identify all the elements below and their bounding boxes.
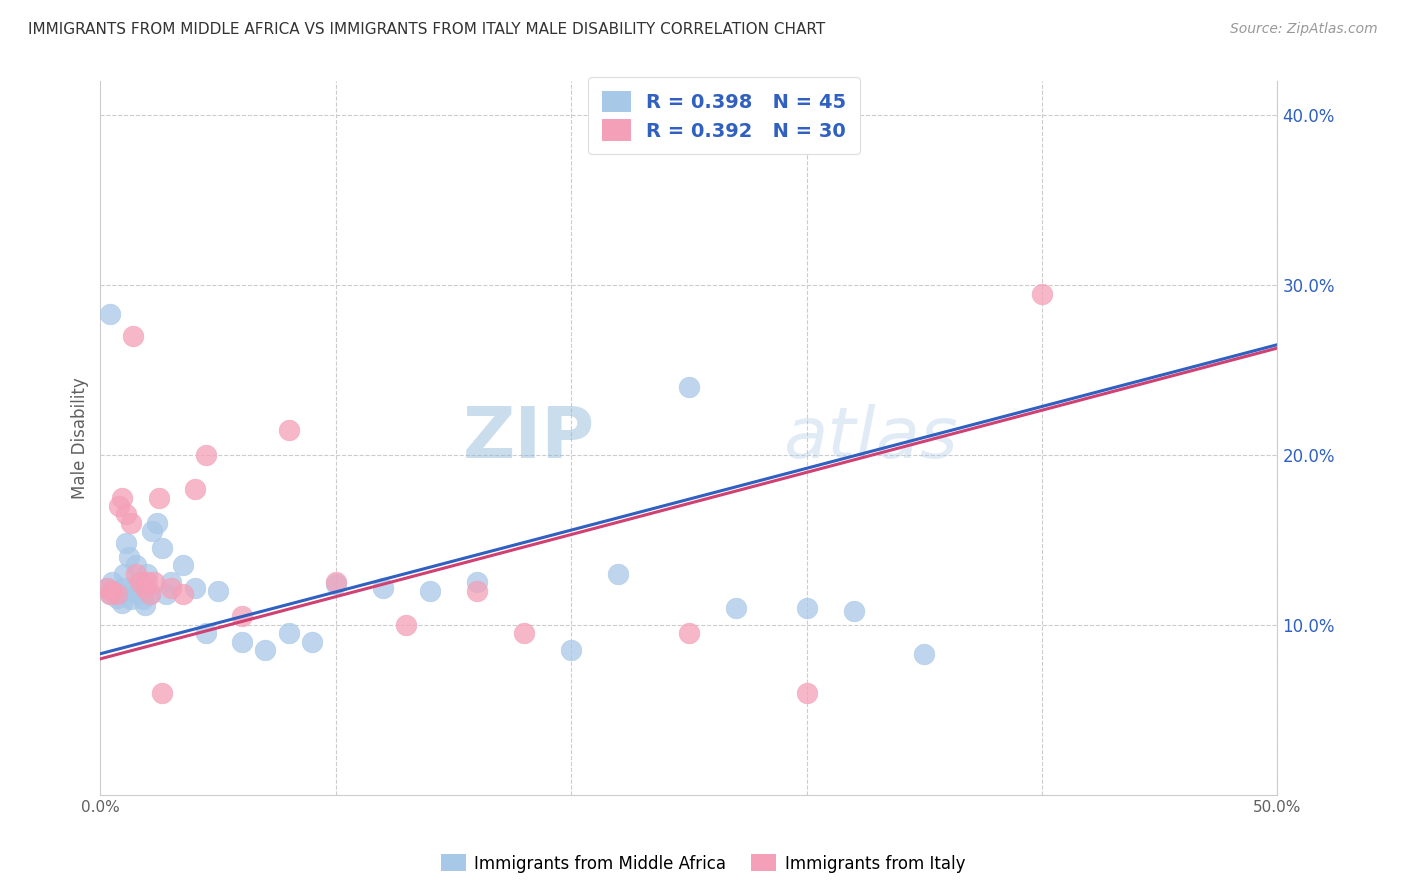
Point	[129, 575, 152, 590]
Point	[129, 575, 152, 590]
Point	[842, 604, 865, 618]
Point	[120, 516, 142, 530]
Point	[132, 592, 155, 607]
Point	[96, 581, 118, 595]
Point	[160, 575, 183, 590]
Point	[513, 626, 536, 640]
Point	[124, 566, 146, 581]
Point	[796, 686, 818, 700]
Point	[112, 566, 135, 581]
Point	[127, 587, 149, 601]
Point	[155, 587, 177, 601]
Legend: Immigrants from Middle Africa, Immigrants from Italy: Immigrants from Middle Africa, Immigrant…	[434, 847, 972, 880]
Point	[117, 549, 139, 564]
Text: IMMIGRANTS FROM MIDDLE AFRICA VS IMMIGRANTS FROM ITALY MALE DISABILITY CORRELATI: IMMIGRANTS FROM MIDDLE AFRICA VS IMMIGRA…	[28, 22, 825, 37]
Point	[607, 566, 630, 581]
Point	[254, 643, 277, 657]
Point	[136, 575, 159, 590]
Point	[143, 575, 166, 590]
Point	[112, 581, 135, 595]
Point	[465, 575, 488, 590]
Point	[108, 585, 131, 599]
Point	[325, 577, 347, 591]
Point	[277, 626, 299, 640]
Point	[678, 380, 700, 394]
Point	[134, 598, 156, 612]
Point	[796, 600, 818, 615]
Text: ZIP: ZIP	[463, 403, 595, 473]
Point	[419, 583, 441, 598]
Point	[105, 587, 128, 601]
Point	[101, 583, 124, 598]
Point	[124, 558, 146, 573]
Point	[110, 596, 132, 610]
Point	[277, 423, 299, 437]
Point	[150, 541, 173, 556]
Point	[465, 583, 488, 598]
Text: Source: ZipAtlas.com: Source: ZipAtlas.com	[1230, 22, 1378, 37]
Point	[98, 307, 121, 321]
Point	[139, 587, 162, 601]
Point	[141, 524, 163, 539]
Point	[160, 581, 183, 595]
Point	[371, 581, 394, 595]
Point	[1031, 286, 1053, 301]
Point	[724, 600, 747, 615]
Point	[98, 587, 121, 601]
Point	[195, 448, 218, 462]
Text: atlas: atlas	[783, 403, 957, 473]
Point	[134, 581, 156, 595]
Point	[103, 583, 125, 598]
Point	[301, 635, 323, 649]
Point	[172, 558, 194, 573]
Point	[678, 626, 700, 640]
Point	[115, 536, 138, 550]
Point	[101, 575, 124, 590]
Legend: R = 0.398   N = 45, R = 0.392   N = 30: R = 0.398 N = 45, R = 0.392 N = 30	[588, 77, 860, 154]
Point	[146, 516, 169, 530]
Point	[912, 647, 935, 661]
Point	[195, 626, 218, 640]
Point	[120, 592, 142, 607]
Point	[183, 482, 205, 496]
Y-axis label: Male Disability: Male Disability	[72, 377, 89, 499]
Point	[395, 618, 418, 632]
Point	[231, 635, 253, 649]
Point	[148, 491, 170, 505]
Point	[150, 686, 173, 700]
Point	[115, 508, 138, 522]
Point	[183, 581, 205, 595]
Point	[122, 583, 145, 598]
Point	[105, 591, 128, 605]
Point	[96, 581, 118, 595]
Point	[172, 587, 194, 601]
Point	[207, 583, 229, 598]
Point	[139, 587, 162, 601]
Point	[98, 587, 121, 601]
Point	[325, 575, 347, 590]
Point	[108, 499, 131, 513]
Point	[110, 491, 132, 505]
Point	[136, 566, 159, 581]
Point	[231, 609, 253, 624]
Point	[122, 329, 145, 343]
Point	[560, 643, 582, 657]
